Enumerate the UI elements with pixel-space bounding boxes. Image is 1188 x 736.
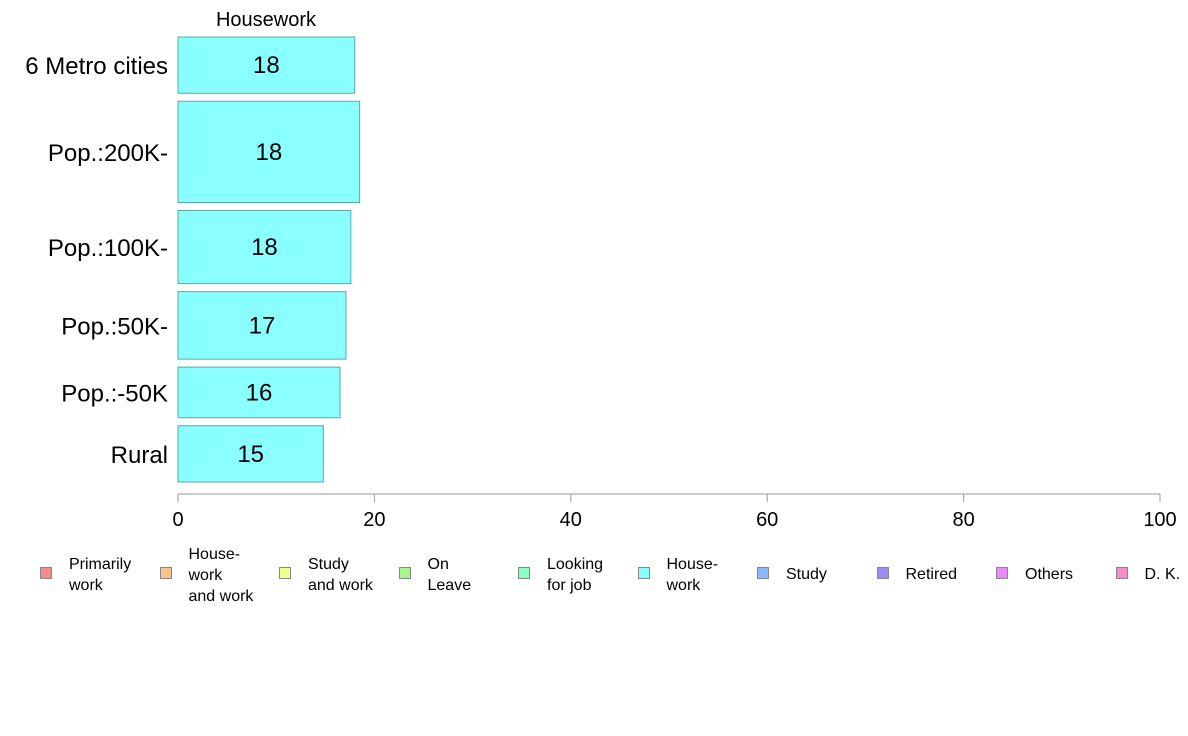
legend-item: House- work <box>637 544 719 596</box>
bar-value-label: 18 <box>255 139 282 166</box>
bar-value-label: 16 <box>246 379 273 406</box>
legend-swatch <box>279 567 291 579</box>
legend-item: House- work and work <box>159 544 254 607</box>
legend-label: House- work <box>666 556 719 594</box>
bar-value-label: 15 <box>237 441 264 468</box>
x-tick-label: 80 <box>952 509 974 531</box>
legend-swatch <box>159 567 172 579</box>
x-tick-label: 20 <box>363 509 385 531</box>
x-tick-label: 40 <box>560 509 582 531</box>
x-tick-label: 100 <box>1143 509 1176 531</box>
x-tick-label: 60 <box>756 509 778 531</box>
legend-label: D. K. <box>1144 566 1181 583</box>
bar <box>177 36 356 94</box>
x-tick-label: 0 <box>172 509 183 531</box>
legend-swatch <box>876 567 889 579</box>
category-label: Pop.:50K- <box>61 313 168 340</box>
legend-item: D. K. <box>1115 544 1181 585</box>
bar <box>177 210 352 285</box>
legend-swatch <box>637 567 650 579</box>
legend-label: Looking for job <box>547 556 604 594</box>
legend-item: Others <box>996 544 1073 585</box>
legend-label: Others <box>1025 566 1074 583</box>
bar-value-label: 17 <box>249 312 276 339</box>
chart-title: Housework <box>216 9 317 31</box>
legend-label: House- work and work <box>188 546 254 605</box>
legend-label: On Leave <box>427 556 472 594</box>
category-label: 6 Metro cities <box>25 53 168 80</box>
bar-value-label: 18 <box>253 52 280 79</box>
legend-label: Study <box>786 566 827 583</box>
legend-item: On Leave <box>398 544 472 596</box>
category-label: Pop.:100K- <box>48 235 168 262</box>
bar <box>177 291 347 360</box>
chart: Housework 186 Metro cities18Pop.:200K-18… <box>25 9 1177 531</box>
legend-label: Primarily work <box>69 556 132 594</box>
legend-swatch <box>518 567 530 579</box>
category-label: Pop.:200K- <box>48 140 168 167</box>
legend-swatch <box>40 567 52 579</box>
legend-swatch <box>1115 567 1128 579</box>
bars: 18 6 Metro cities 18 Pop.:200K- 18 Pop.:100K-… <box>25 36 361 483</box>
legend-item: Study <box>757 544 827 585</box>
legend-swatch <box>398 567 411 579</box>
legend-label: Study and work <box>308 556 373 594</box>
category-label: Pop.:-50K <box>61 380 168 407</box>
legend-item: Looking for job <box>518 544 603 596</box>
x-axis: 0 20 40 60 80 100 <box>172 493 1177 531</box>
legend: Primarily work House- work and work Study … <box>40 544 1188 614</box>
legend-label: Retired <box>905 566 958 583</box>
bar <box>177 366 341 419</box>
bar <box>177 100 361 203</box>
legend-swatch <box>996 567 1008 579</box>
category-label: Rural <box>111 442 168 469</box>
legend-item: Primarily work <box>40 544 131 596</box>
legend-swatch <box>757 567 769 579</box>
legend-item: Retired <box>876 544 958 585</box>
bar <box>177 425 324 483</box>
legend-item: Study and work <box>279 544 373 596</box>
bar-value-label: 18 <box>251 234 278 261</box>
